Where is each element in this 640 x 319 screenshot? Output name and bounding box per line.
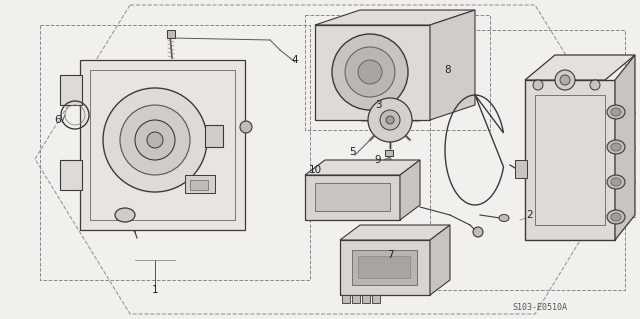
Ellipse shape (611, 213, 621, 221)
Ellipse shape (607, 175, 625, 189)
Text: 1: 1 (152, 285, 158, 295)
Circle shape (386, 116, 394, 124)
Circle shape (345, 47, 395, 97)
Bar (205, 125, 223, 147)
Circle shape (147, 132, 163, 148)
Circle shape (240, 121, 252, 133)
Circle shape (555, 70, 575, 90)
Bar (352, 295, 360, 303)
Bar (305, 175, 400, 220)
Circle shape (368, 98, 412, 142)
Polygon shape (615, 55, 635, 240)
Ellipse shape (607, 210, 625, 224)
Bar (80, 60, 245, 230)
Ellipse shape (611, 143, 621, 151)
Polygon shape (430, 225, 450, 295)
Polygon shape (430, 10, 475, 120)
Circle shape (332, 34, 408, 110)
Polygon shape (305, 160, 420, 175)
Polygon shape (400, 160, 420, 220)
Text: 8: 8 (445, 65, 451, 75)
Bar (315, 25, 430, 120)
Polygon shape (340, 225, 450, 240)
Ellipse shape (499, 214, 509, 221)
Circle shape (590, 80, 600, 90)
Bar (315, 183, 390, 211)
Text: 9: 9 (374, 155, 381, 165)
Text: 7: 7 (387, 250, 394, 260)
Bar (362, 295, 370, 303)
Circle shape (358, 60, 382, 84)
Text: S103-E0510A: S103-E0510A (513, 303, 568, 313)
Bar (372, 295, 380, 303)
Ellipse shape (611, 108, 621, 116)
Circle shape (120, 105, 190, 175)
Text: 4: 4 (292, 55, 298, 65)
Circle shape (103, 88, 207, 192)
Circle shape (380, 110, 400, 130)
Bar (90, 70, 235, 220)
Bar (342, 295, 350, 303)
Bar (167, 30, 175, 38)
Bar (352, 250, 417, 285)
Bar (60, 160, 82, 190)
Bar (185, 175, 215, 193)
Circle shape (560, 75, 570, 85)
Text: 5: 5 (349, 147, 355, 157)
Bar (190, 180, 208, 190)
Bar (535, 95, 605, 225)
Bar (358, 256, 410, 278)
Bar (60, 75, 82, 105)
Ellipse shape (611, 178, 621, 186)
Circle shape (533, 80, 543, 90)
Bar (515, 160, 527, 178)
Circle shape (473, 227, 483, 237)
Text: 6: 6 (54, 115, 61, 125)
Circle shape (135, 120, 175, 160)
Text: 3: 3 (374, 100, 381, 110)
Text: 10: 10 (308, 165, 321, 175)
Ellipse shape (607, 105, 625, 119)
Ellipse shape (115, 208, 135, 222)
Text: 2: 2 (527, 210, 533, 220)
Bar (340, 240, 430, 295)
Bar (525, 80, 615, 240)
Ellipse shape (607, 140, 625, 154)
Bar (385, 150, 393, 156)
Polygon shape (525, 55, 635, 80)
Polygon shape (315, 10, 475, 25)
